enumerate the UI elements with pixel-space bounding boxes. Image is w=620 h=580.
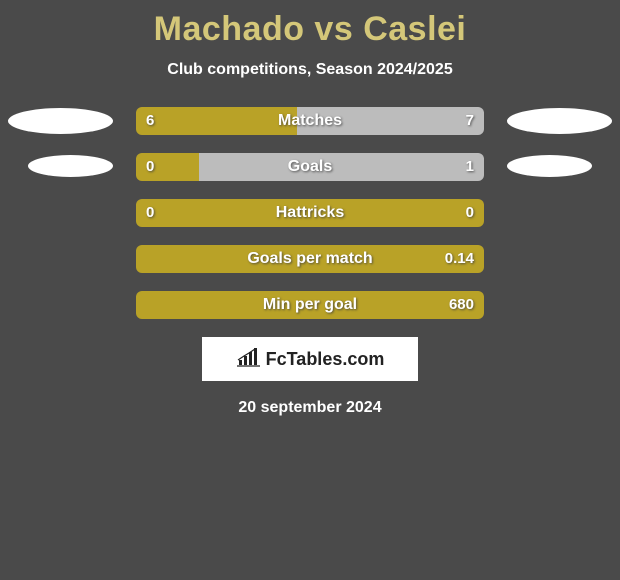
stat-bar-right — [297, 107, 484, 135]
player-left-ellipse — [8, 108, 113, 134]
logo-text: FcTables.com — [266, 349, 385, 370]
stat-row: Goals01 — [0, 153, 620, 181]
chart-icon — [236, 346, 262, 373]
stat-bar — [136, 153, 484, 181]
stat-bar-left — [136, 291, 484, 319]
stat-row: Hattricks00 — [0, 199, 620, 227]
stat-row: Goals per match0.14 — [0, 245, 620, 273]
date-line: 20 september 2024 — [0, 399, 620, 417]
player-left-ellipse — [28, 155, 113, 177]
page-title: Machado vs Caslei — [0, 0, 620, 49]
subtitle: Club competitions, Season 2024/2025 — [0, 61, 620, 79]
stat-row: Min per goal680 — [0, 291, 620, 319]
stat-bar-left — [136, 153, 199, 181]
logo-box: FcTables.com — [202, 337, 418, 381]
player-right-ellipse — [507, 155, 592, 177]
stat-bar — [136, 199, 484, 227]
stat-bar — [136, 245, 484, 273]
stat-bar — [136, 291, 484, 319]
stat-bar-right — [199, 153, 484, 181]
stat-bar — [136, 107, 484, 135]
stat-bar-left — [136, 245, 484, 273]
stat-row: Matches67 — [0, 107, 620, 135]
stat-bar-left — [136, 107, 297, 135]
stat-bar-left — [136, 199, 484, 227]
player-right-ellipse — [507, 108, 612, 134]
comparison-rows: Matches67 Goals01 Hattricks00 Goals per mat… — [0, 107, 620, 319]
